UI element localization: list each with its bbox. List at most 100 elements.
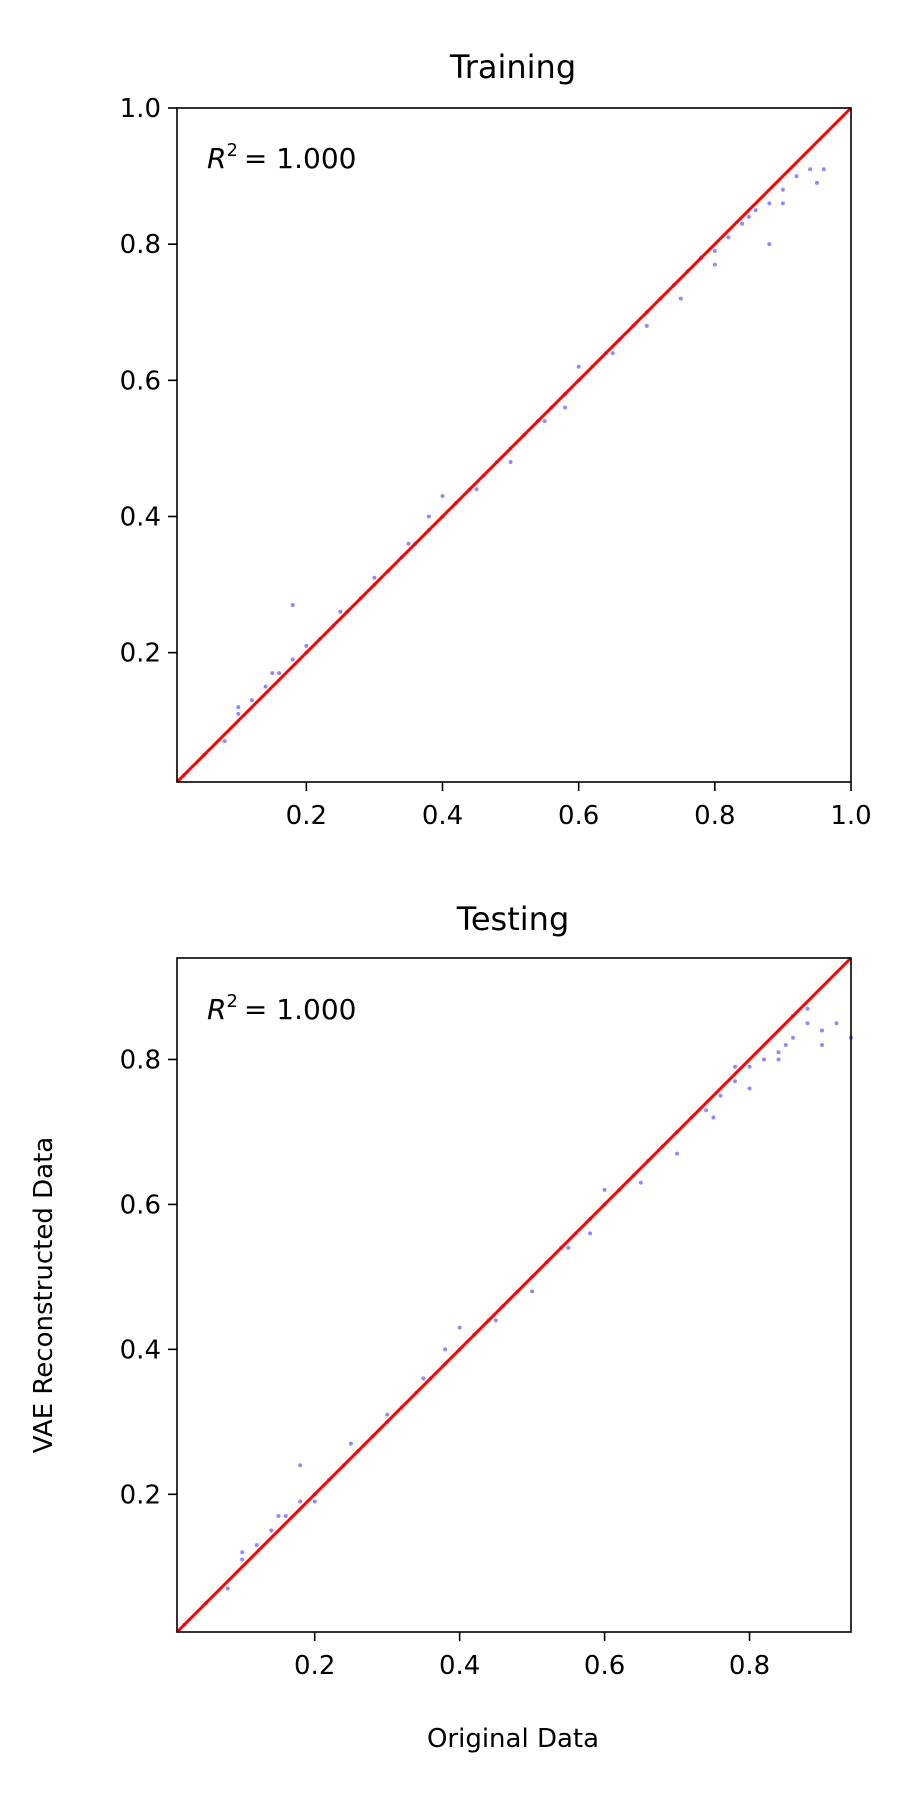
training-data-point: [426, 514, 431, 519]
training-axes-frame: [176, 107, 852, 783]
training-data-point: [780, 201, 785, 206]
training-y-tick-label: 1.0: [120, 94, 161, 124]
training-data-point: [270, 671, 275, 676]
testing-data-point: [820, 1042, 825, 1047]
testing-data-point: [348, 1441, 353, 1446]
testing-title: Testing: [456, 900, 570, 938]
training-y-tick-label: 0.8: [120, 230, 161, 260]
training-data-point: [780, 187, 785, 192]
training-panel: Training 0.2 0.4 0.6 0.8 1.00.20.40.60.81.0 …: [120, 48, 872, 831]
testing-data-point: [733, 1064, 738, 1069]
testing-y-tick-label: 0.6: [120, 1190, 161, 1220]
testing-data-point: [443, 1347, 448, 1352]
testing-data-point: [834, 1021, 839, 1026]
testing-data-point: [805, 1021, 810, 1026]
training-data-point: [406, 541, 411, 546]
training-title: Training: [449, 48, 576, 86]
training-data-point: [304, 643, 309, 648]
testing-data-point: [718, 1093, 723, 1098]
testing-x-axis-label: Original Data: [427, 1724, 599, 1754]
testing-identity-line: [175, 956, 853, 1634]
testing-ticks: 0.2 0.4 0.6 0.8 0.2 0.4 0.6 0.8: [120, 1045, 771, 1681]
testing-y-tick-label: 0.2: [120, 1480, 161, 1510]
training-data-point: [440, 494, 445, 499]
testing-data-point: [733, 1079, 738, 1084]
testing-data-point: [638, 1180, 643, 1185]
training-data-point: [236, 711, 241, 716]
testing-data-point: [602, 1187, 607, 1192]
training-x-tick-label: 1.0: [830, 801, 871, 831]
testing-data-point: [421, 1376, 426, 1381]
testing-data-point: [385, 1412, 390, 1417]
training-data-point: [740, 221, 745, 226]
testing-data-point: [269, 1528, 274, 1533]
testing-data-point: [298, 1499, 303, 1504]
training-data-point: [563, 405, 568, 410]
training-r2-sup: 2: [226, 140, 237, 161]
training-data-point: [338, 609, 343, 614]
training-data-point: [808, 167, 813, 172]
testing-data-point: [566, 1245, 571, 1250]
training-data-point: [712, 262, 717, 267]
training-data-point: [508, 460, 513, 465]
training-x-tick-label: 0.8: [694, 801, 735, 831]
testing-data-point: [711, 1115, 716, 1120]
training-data-point: [249, 698, 254, 703]
training-r2-annotation: R2 = 1.000: [207, 140, 356, 175]
testing-y-tick-label: 0.8: [120, 1045, 161, 1075]
testing-data-point: [240, 1557, 245, 1562]
testing-data-point: [791, 1035, 796, 1040]
training-data-point: [746, 214, 751, 219]
testing-axes-frame: [176, 957, 852, 1633]
training-data-point: [678, 296, 683, 301]
training-data-point: [290, 657, 295, 662]
training-data-point: [290, 602, 295, 607]
testing-r2-value: = 1.000: [244, 993, 357, 1026]
testing-r2-sup: 2: [226, 991, 237, 1012]
testing-data-point: [457, 1325, 462, 1330]
testing-data-point: [805, 1006, 810, 1011]
training-data-point: [726, 235, 731, 240]
training-data-point: [277, 671, 282, 676]
testing-y-axis-label: VAE Reconstructed Data: [29, 1137, 59, 1453]
training-data-point: [474, 487, 479, 492]
testing-data-point: [240, 1550, 245, 1555]
training-data-point: [644, 323, 649, 328]
testing-r2-symbol: R: [207, 993, 226, 1026]
testing-data-point: [283, 1514, 288, 1519]
training-data-point: [610, 351, 615, 356]
training-y-tick-label: 0.4: [120, 502, 161, 532]
testing-data-point: [588, 1231, 593, 1236]
testing-data-point: [783, 1042, 788, 1047]
training-data-point: [222, 739, 227, 744]
training-identity-line: [175, 106, 853, 784]
testing-data-point: [530, 1289, 535, 1294]
testing-data-point: [704, 1108, 709, 1113]
training-y-tick-label: 0.6: [120, 366, 161, 396]
testing-x-tick-label: 0.8: [729, 1651, 770, 1681]
training-data-point: [821, 167, 826, 172]
testing-data-point: [298, 1463, 303, 1468]
training-points: [181, 167, 826, 778]
training-ticks: 0.2 0.4 0.6 0.8 1.0 0.2 0.4 0.6 0.8 1.0: [120, 94, 872, 831]
training-data-point: [767, 201, 772, 206]
testing-x-tick-label: 0.4: [439, 1651, 480, 1681]
training-data-point: [794, 174, 799, 179]
training-data-point: [372, 575, 377, 580]
testing-x-tick-label: 0.2: [294, 1651, 335, 1681]
testing-y-tick-label: 0.4: [120, 1335, 161, 1365]
testing-data-point: [747, 1064, 752, 1069]
testing-data-point: [493, 1318, 498, 1323]
testing-data-point: [820, 1028, 825, 1033]
training-data-point: [263, 684, 268, 689]
training-x-tick-label: 0.2: [286, 801, 327, 831]
training-data-point: [542, 419, 547, 424]
testing-points: [182, 1006, 853, 1627]
testing-data-point: [312, 1499, 317, 1504]
training-y-tick-label: 0.2: [120, 639, 161, 669]
training-r2-value: = 1.000: [244, 142, 357, 175]
testing-r2-annotation: R2 = 1.000: [207, 991, 356, 1026]
training-data-point: [814, 180, 819, 185]
testing-data-point: [776, 1057, 781, 1062]
